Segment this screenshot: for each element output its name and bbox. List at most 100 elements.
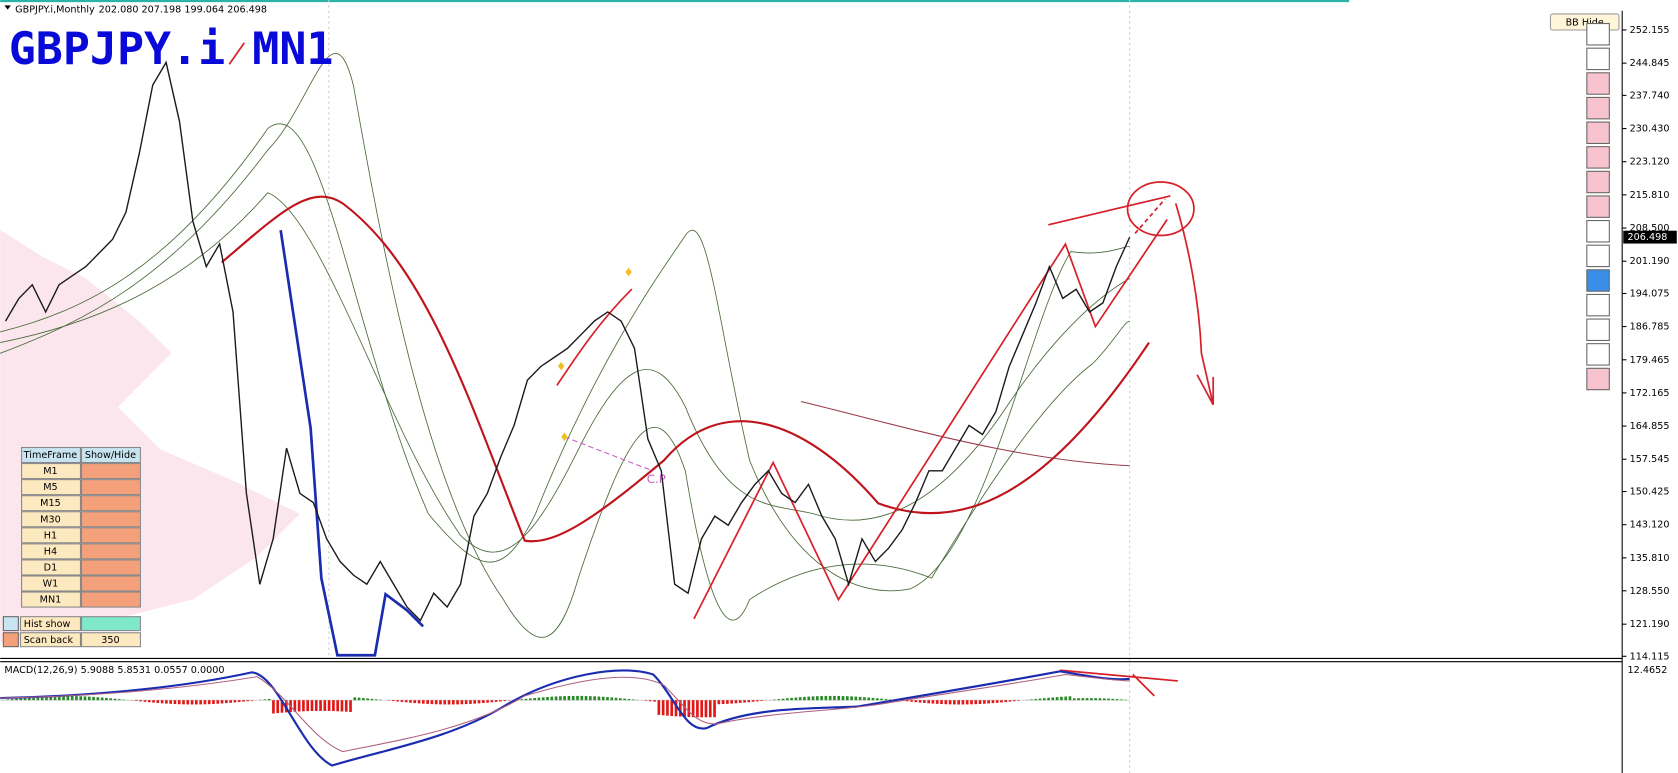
macd-bar <box>666 700 669 716</box>
toggle-cell[interactable] <box>80 511 141 528</box>
toggle-cell[interactable] <box>80 575 141 592</box>
scan-back-value: 350 <box>101 635 119 646</box>
macd-bar <box>824 695 828 701</box>
macd-bar <box>113 698 117 701</box>
macd-bar <box>499 700 502 702</box>
macd-bar <box>344 700 348 712</box>
timeframe-cell[interactable] <box>21 575 81 592</box>
macd-bar <box>229 700 232 703</box>
timeframe-cell[interactable] <box>21 591 81 608</box>
timeframe-cell[interactable] <box>21 511 81 528</box>
tool-button[interactable] <box>1586 318 1610 341</box>
panel-header: Show/Hide <box>85 450 136 461</box>
timeframe-label: W1 <box>43 578 59 589</box>
macd-bar <box>875 698 879 701</box>
macd-bar <box>319 700 322 711</box>
macd-bar <box>627 698 631 701</box>
y-tick-label: 194.075 <box>1630 288 1670 299</box>
macd-bar <box>203 700 207 705</box>
macd-bar <box>927 700 931 704</box>
macd-bar <box>160 700 164 704</box>
toggle-cell[interactable] <box>80 527 141 544</box>
macd-bar <box>584 696 588 701</box>
macd-bar <box>1017 700 1020 701</box>
tool-button[interactable] <box>1586 367 1610 391</box>
tool-button[interactable] <box>1586 146 1610 169</box>
tool-button[interactable] <box>1586 96 1610 120</box>
macd-bar <box>392 700 395 702</box>
tool-button[interactable] <box>1586 293 1610 317</box>
tool-button[interactable] <box>1586 170 1610 194</box>
tool-button[interactable] <box>1586 244 1610 268</box>
macd-bar <box>691 700 695 718</box>
timeframe-label: H4 <box>44 546 57 557</box>
macd-bar <box>884 699 888 701</box>
macd-bar <box>760 700 763 701</box>
macd-bar <box>850 696 853 701</box>
macd-bar <box>648 700 652 702</box>
macd-bar <box>781 698 785 701</box>
timeframe-cell[interactable] <box>21 559 81 576</box>
timeframe-cell[interactable] <box>21 543 81 560</box>
hist-show-cell <box>19 616 81 632</box>
macd-label: MACD(12,26,9) 5.9088 5.8531 0.0557 0.000… <box>4 665 224 676</box>
timeframe-cell[interactable] <box>21 463 81 480</box>
tool-button[interactable] <box>1586 121 1610 145</box>
macd-bar <box>23 697 27 701</box>
bollinger-lower <box>0 53 1130 638</box>
tool-button[interactable] <box>1586 47 1610 71</box>
macd-bar <box>332 700 335 712</box>
macd-bar <box>494 700 498 702</box>
toggle-cell[interactable] <box>80 591 141 608</box>
macd-bar <box>370 698 374 701</box>
macd-bar <box>657 700 661 715</box>
tool-button[interactable] <box>1586 195 1610 218</box>
macd-bar <box>546 696 549 701</box>
macd-bar <box>610 697 614 701</box>
macd-bar <box>263 699 267 701</box>
tool-button[interactable] <box>1586 343 1610 366</box>
hist-toggle[interactable] <box>80 616 141 632</box>
hist-show-label: Hist show <box>24 619 71 630</box>
menu-arrow[interactable] <box>4 5 11 10</box>
macd-bar <box>756 700 759 702</box>
macd-bar <box>1107 698 1110 701</box>
tool-button[interactable] <box>1586 269 1610 292</box>
timeframe-label: MN1 <box>40 595 62 606</box>
macd-bar <box>293 700 297 712</box>
timeframe-cell[interactable] <box>21 527 81 544</box>
toggle-cell[interactable] <box>80 543 141 560</box>
macd-bar <box>811 696 815 701</box>
macd-bar <box>1051 697 1055 701</box>
macd-bar <box>559 696 562 701</box>
macd-bar <box>135 700 138 701</box>
scan-icon[interactable] <box>2 632 19 648</box>
macd-bar <box>323 700 327 711</box>
macd-bar <box>280 700 284 713</box>
bb-hide-label[interactable]: BB Hide <box>1566 17 1604 28</box>
tool-button[interactable] <box>1586 72 1610 95</box>
timeframe-cell[interactable] <box>21 495 81 512</box>
macd-bar <box>152 700 155 703</box>
toggle-cell[interactable] <box>80 495 141 512</box>
macd-bar <box>6 699 10 701</box>
toggle-cell[interactable] <box>80 463 141 480</box>
price-line <box>4 60 1131 622</box>
toggle-cell[interactable] <box>80 559 141 576</box>
tool-button[interactable] <box>1586 23 1610 46</box>
macd-bar <box>19 698 23 701</box>
macd-bar <box>409 700 412 703</box>
macd-bar <box>439 700 442 705</box>
y-tick-label: 201.190 <box>1630 256 1670 267</box>
tool-button[interactable] <box>1586 220 1610 243</box>
timeframe-cell[interactable] <box>21 479 81 496</box>
signal-line <box>0 673 1130 753</box>
macd-bar <box>858 696 862 701</box>
scan-back-input[interactable] <box>80 632 141 648</box>
hist-icon[interactable] <box>2 616 19 632</box>
toggle-cell[interactable] <box>80 479 141 496</box>
macd-bar <box>807 696 811 701</box>
y-tick-label: 252.155 <box>1630 25 1670 36</box>
